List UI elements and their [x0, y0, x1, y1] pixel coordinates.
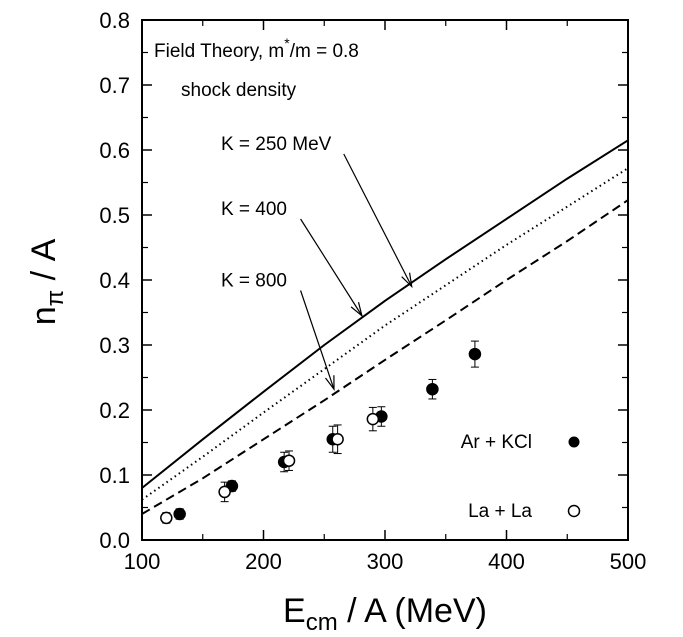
y-tick-label: 0.0 — [99, 528, 130, 553]
data-point-la-la — [282, 454, 296, 467]
curve-label: K = 250 MeV — [221, 134, 332, 155]
x-tick-label: 200 — [245, 549, 282, 574]
data-point-la-la — [331, 433, 344, 446]
x-tick-label: 500 — [610, 549, 647, 574]
x-tick-label: 100 — [124, 549, 161, 574]
theory-curves — [141, 139, 629, 515]
y-tick-label: 0.3 — [99, 333, 130, 358]
data-point-ar-kcl — [426, 382, 439, 396]
data-point-la-la — [218, 485, 231, 499]
annotation-density: shock density — [181, 80, 297, 101]
arrow-line — [300, 218, 363, 317]
x-axis-title: Ecm / A (MeV) — [283, 592, 487, 636]
y-tick-labels: 0.0 0.1 0.2 0.3 0.4 0.5 0.6 0.7 0.8 — [99, 8, 130, 553]
y-tick-label: 0.2 — [99, 398, 130, 423]
series-line-dotted — [141, 167, 629, 501]
x-tick-label: 400 — [488, 549, 525, 574]
annotation-model: Field Theory, m*/m = 0.8 — [154, 35, 359, 62]
arrow-line — [300, 290, 335, 390]
y-tick-label: 0.8 — [99, 8, 130, 33]
arrow-line — [343, 153, 413, 287]
legend-marker-open-circle — [567, 504, 581, 518]
data-point-ar-kcl — [173, 507, 186, 521]
data-point-la-la — [366, 412, 380, 426]
y-tick-label: 0.7 — [99, 73, 130, 98]
legend-marker-filled-circle — [568, 436, 580, 448]
x-tick-labels: 100 200 300 400 500 — [124, 549, 647, 574]
legend-label-la-la: La + La — [468, 501, 532, 522]
axis-ticks — [141, 19, 629, 541]
arrow-head — [325, 375, 335, 392]
data-point-ar-kcl — [468, 347, 482, 361]
series-line-solid — [141, 139, 629, 489]
legend-label-ar-kcl: Ar + KCl — [461, 432, 532, 453]
y-tick-label: 0.1 — [99, 463, 130, 488]
data-point-la-la — [160, 511, 173, 525]
y-axis-title: nπ / A — [25, 238, 69, 325]
y-tick-label: 0.4 — [99, 268, 130, 293]
series-line-dashed — [141, 199, 629, 515]
curve-labels: K = 250 MeV K = 400 K = 800 — [221, 134, 413, 392]
arrow-head — [401, 272, 413, 289]
curve-label: K = 800 — [221, 271, 287, 292]
y-tick-label: 0.6 — [99, 138, 130, 163]
y-tick-label: 0.5 — [99, 203, 130, 228]
x-tick-label: 300 — [367, 549, 404, 574]
data-points — [160, 340, 482, 525]
curve-label: K = 400 — [221, 199, 287, 220]
arrow-head — [350, 302, 363, 318]
